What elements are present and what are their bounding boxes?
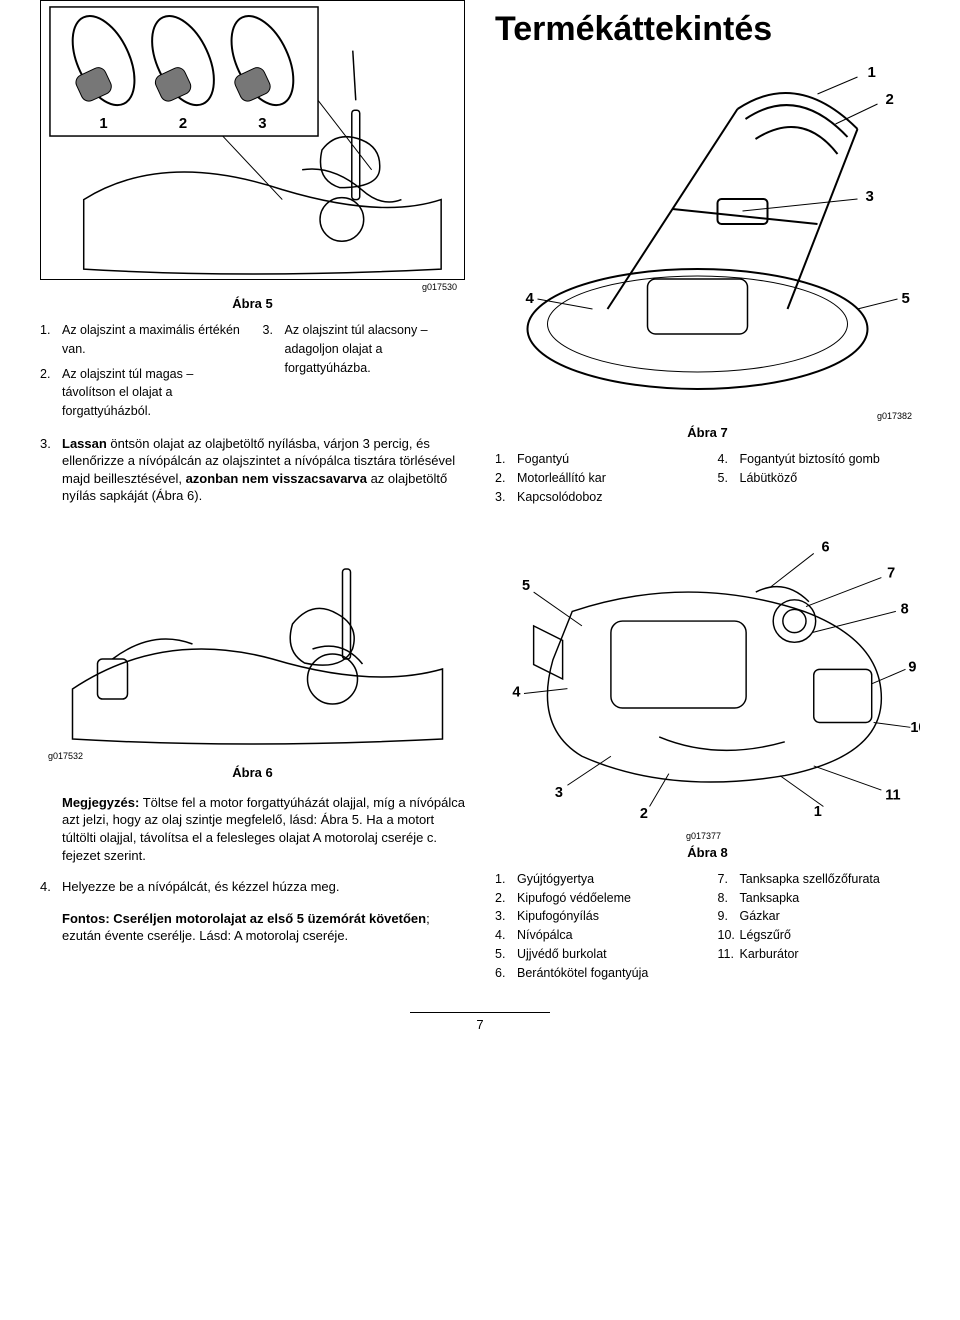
fig7-caption: Ábra 7	[495, 425, 920, 440]
fig7-legend: 1.Fogantyú 2.Motorleállító kar 3.Kapcsol…	[495, 450, 920, 506]
fig8-legend: 1.Gyújtógyertya 2.Kipufogó védőeleme 3.K…	[495, 870, 920, 983]
fig7-c5: 5	[902, 290, 910, 307]
fig8-caption: Ábra 8	[495, 845, 920, 860]
figure-7: 1 2 3 4 5 g017382 Ábra 7	[495, 49, 920, 440]
fig7-c3: 3	[866, 188, 874, 205]
figure-8: 6 7 8 9 10 11 1 5 4 3 2 g017377 Ábra 8	[495, 529, 920, 860]
fig5-id: g017530	[40, 282, 465, 292]
fig7-c4: 4	[526, 290, 535, 307]
paragraph-3: 3. Lassan öntsön olajat az olajbetöltő n…	[40, 435, 465, 505]
svg-text:6: 6	[821, 539, 829, 555]
note-fig6: Megjegyzés: Töltse fel a motor forgattyú…	[40, 794, 465, 864]
svg-text:2: 2	[640, 806, 648, 822]
svg-text:5: 5	[522, 578, 530, 594]
svg-text:7: 7	[887, 566, 895, 582]
svg-text:11: 11	[885, 788, 900, 804]
fig5-callout-2: 2	[179, 116, 187, 132]
important-note: Fontos: Cseréljen motorolajat az első 5 …	[40, 910, 465, 945]
fig7-c1: 1	[868, 64, 876, 81]
svg-text:8: 8	[901, 601, 909, 617]
svg-text:1: 1	[814, 804, 822, 820]
fig7-c2: 2	[886, 91, 894, 108]
fig6-caption: Ábra 6	[40, 765, 465, 780]
page-number: 7	[410, 1012, 550, 1032]
svg-text:10: 10	[910, 720, 920, 736]
fig5-caption: Ábra 5	[40, 296, 465, 311]
fig6-id: g017532	[40, 751, 465, 761]
fig8-id: g017377	[495, 831, 920, 841]
svg-text:9: 9	[908, 659, 916, 675]
paragraph-4: 4. Helyezze be a nívópálcát, és kézzel h…	[40, 878, 465, 896]
fig7-id: g017382	[495, 411, 920, 421]
figure-5: 1 2 3	[40, 0, 465, 311]
svg-text:3: 3	[555, 785, 563, 801]
fig5-callout-3: 3	[258, 116, 266, 132]
fig5-callout-1: 1	[99, 116, 107, 132]
svg-text:4: 4	[512, 684, 520, 700]
fig5-legend: 1.Az olajszint a maximális értékén van. …	[40, 321, 465, 421]
page-title: Termékáttekintés	[495, 10, 920, 49]
figure-6: g017532 Ábra 6	[40, 529, 465, 780]
